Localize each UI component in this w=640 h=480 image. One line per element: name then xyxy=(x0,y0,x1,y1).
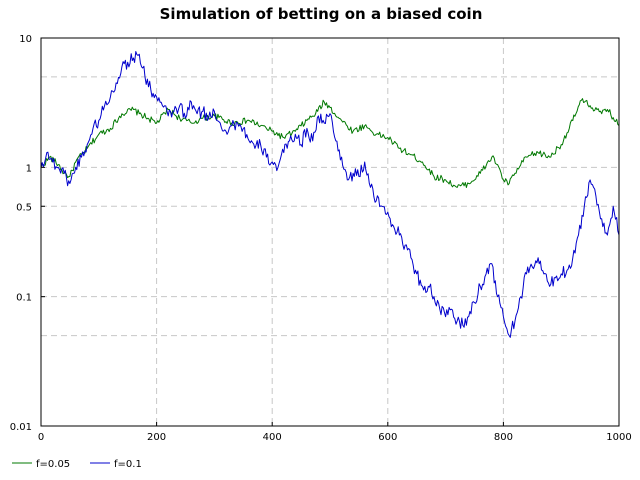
y-tick-label: 0.5 xyxy=(16,202,32,213)
series-line-1 xyxy=(40,51,620,338)
x-tick-label: 200 xyxy=(147,432,166,443)
x-tick-label: 1000 xyxy=(606,432,631,443)
x-tick-label: 800 xyxy=(494,432,513,443)
y-tick-label: 0.01 xyxy=(10,422,32,433)
grid xyxy=(41,38,619,426)
series-lines xyxy=(40,51,620,338)
x-tick-label: 600 xyxy=(378,432,397,443)
legend-label-1: f=0.1 xyxy=(114,459,142,470)
x-tick-label: 0 xyxy=(38,432,44,443)
chart-title: Simulation of betting on a biased coin xyxy=(160,5,483,23)
legend-label-0: f=0.05 xyxy=(36,459,70,470)
y-tick-label: 10 xyxy=(19,34,32,45)
legend: f=0.05 f=0.1 xyxy=(12,459,142,470)
series-line-0 xyxy=(40,98,620,188)
plot-area xyxy=(40,37,620,427)
axes: 0 200 400 600 800 1000 0.01 0.1 0.5 1 10 xyxy=(10,34,632,443)
y-tick-label: 1 xyxy=(26,163,32,174)
x-tick-label: 400 xyxy=(263,432,282,443)
y-tick-label: 0.1 xyxy=(16,293,32,304)
